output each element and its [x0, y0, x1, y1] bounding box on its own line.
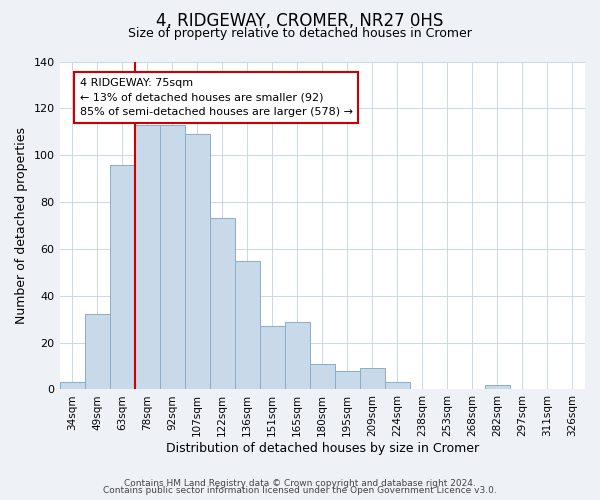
Bar	[235, 260, 260, 390]
Text: 4 RIDGEWAY: 75sqm
← 13% of detached houses are smaller (92)
85% of semi-detached: 4 RIDGEWAY: 75sqm ← 13% of detached hous…	[80, 78, 353, 118]
Bar	[310, 364, 335, 390]
Bar	[110, 164, 134, 390]
Text: 4, RIDGEWAY, CROMER, NR27 0HS: 4, RIDGEWAY, CROMER, NR27 0HS	[157, 12, 443, 30]
Text: Contains public sector information licensed under the Open Government Licence v3: Contains public sector information licen…	[103, 486, 497, 495]
Bar	[85, 314, 110, 390]
X-axis label: Distribution of detached houses by size in Cromer: Distribution of detached houses by size …	[166, 442, 479, 455]
Bar	[360, 368, 385, 390]
Bar	[160, 124, 185, 390]
Text: Contains HM Land Registry data © Crown copyright and database right 2024.: Contains HM Land Registry data © Crown c…	[124, 478, 476, 488]
Bar	[59, 382, 85, 390]
Bar	[485, 385, 510, 390]
Y-axis label: Number of detached properties: Number of detached properties	[15, 127, 28, 324]
Bar	[209, 218, 235, 390]
Bar	[385, 382, 410, 390]
Bar	[185, 134, 209, 390]
Bar	[134, 124, 160, 390]
Text: Size of property relative to detached houses in Cromer: Size of property relative to detached ho…	[128, 28, 472, 40]
Bar	[335, 370, 360, 390]
Bar	[260, 326, 285, 390]
Bar	[285, 322, 310, 390]
